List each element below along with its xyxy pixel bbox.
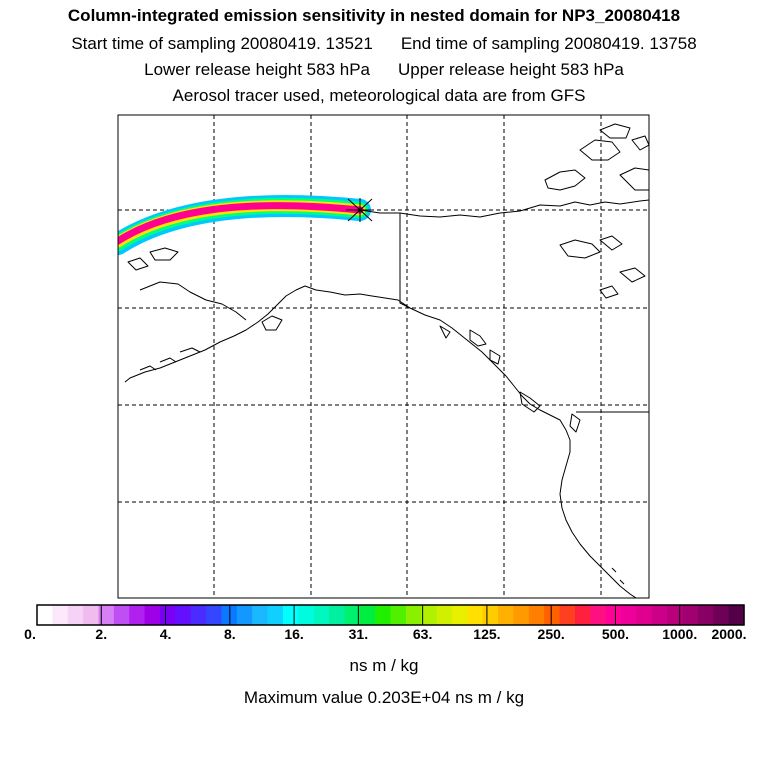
colorbar-segment: [175, 605, 192, 625]
colorbar-segment: [667, 605, 684, 625]
colorbar-segment: [298, 605, 315, 625]
colorbar-segment: [344, 605, 361, 625]
colorbar-segment: [267, 605, 284, 625]
colorbar-segment: [559, 605, 576, 625]
release-height-line: Lower release height 583 hPa Upper releas…: [0, 60, 768, 80]
colorbar-tick-label: 500.: [601, 626, 630, 642]
colorbar-segment: [67, 605, 84, 625]
plume-band-core: [118, 202, 364, 245]
colorbar-segment: [329, 605, 345, 625]
colorbar-segment: [83, 605, 100, 625]
start-time: Start time of sampling 20080419. 13521: [71, 34, 373, 53]
colorbar-segment: [282, 605, 299, 625]
colorbar-segment: [574, 605, 591, 625]
colorbar-segment: [651, 605, 668, 625]
colorbar-segment: [728, 605, 745, 625]
colorbar-tick-label: 2.: [95, 626, 108, 642]
colorbar-segment: [621, 605, 638, 625]
colorbar-segment: [513, 605, 530, 625]
colorbar-segment: [359, 605, 376, 625]
colorbar-tick-label: 125.: [473, 626, 501, 642]
colorbar-segment: [144, 605, 161, 625]
colorbar-segment: [405, 605, 422, 625]
colorbar-segment: [451, 605, 468, 625]
coastlines: [124, 123, 649, 598]
main-title: Column-integrated emission sensitivity i…: [67, 6, 681, 25]
colorbar-segment: [636, 605, 653, 625]
lower-release-height: Lower release height 583 hPa: [144, 60, 370, 79]
colorbar-segment: [498, 605, 515, 625]
colorbar-tick-label: 250.: [537, 626, 565, 642]
end-time: End time of sampling 20080419. 13758: [400, 34, 697, 53]
colorbar: [37, 605, 745, 625]
colorbar-segment: [544, 605, 561, 625]
colorbar-segment: [129, 605, 146, 625]
colorbar-segment: [113, 605, 130, 625]
colorbar-segment: [37, 605, 53, 625]
colorbar-segment: [159, 605, 176, 625]
emission-plume: [118, 195, 371, 255]
colorbar-tick-label: 63.: [412, 626, 433, 642]
upper-release-height: Upper release height 583 hPa: [398, 60, 624, 79]
colorbar-segment: [482, 605, 499, 625]
colorbar-tick-label: 16.: [284, 626, 304, 642]
colorbar-tick-label: 2000.: [711, 626, 747, 642]
sampling-time-line: Start time of sampling 20080419. 13521 En…: [0, 34, 768, 54]
release-location-star: [346, 198, 374, 222]
colorbar-segment: [467, 605, 484, 625]
colorbar-segment: [590, 605, 607, 625]
map-gridlines: [118, 115, 649, 598]
colorbar-tick-label: 1000.: [662, 626, 698, 642]
colorbar-tick-label: 8.: [223, 626, 236, 642]
tracer-info: Aerosol tracer used, meteorological data…: [172, 86, 586, 105]
colorbar-segment: [682, 605, 699, 625]
colorbar-frame: [36, 604, 745, 626]
colorbar-segment: [375, 605, 392, 625]
map-content: [118, 115, 649, 598]
colorbar-segment: [528, 605, 545, 625]
colorbar-segment: [252, 605, 269, 625]
colorbar-segment: [52, 605, 69, 625]
colorbar-segment: [713, 605, 730, 625]
colorbar-segment: [697, 605, 714, 625]
colorbar-units: ns m / kg: [349, 656, 419, 675]
colorbar-segment: [236, 605, 253, 625]
colorbar-segment: [313, 605, 330, 625]
maximum-value: Maximum value 0.203E+04 ns m / kg: [243, 688, 525, 707]
colorbar-segment: [206, 605, 223, 625]
colorbar-segment: [190, 605, 207, 625]
colorbar-segment: [98, 605, 115, 625]
colorbar-segment: [436, 605, 453, 625]
colorbar-segment: [390, 605, 407, 625]
colorbar-segment: [605, 605, 622, 625]
colorbar-tick-label: 4.: [159, 626, 172, 642]
colorbar-segment: [421, 605, 438, 625]
map-frame: [117, 114, 650, 599]
colorbar-tick-label: 31.: [348, 626, 369, 642]
colorbar-tick-label: 0.: [24, 626, 36, 642]
